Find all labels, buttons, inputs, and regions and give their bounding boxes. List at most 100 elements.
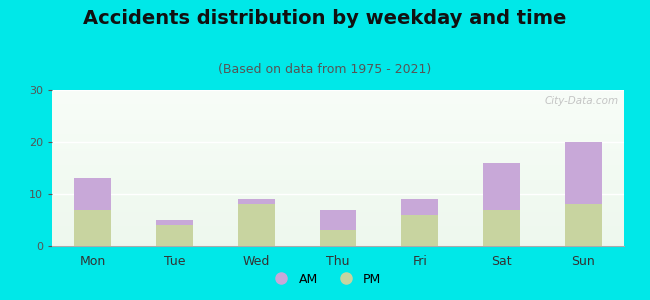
Bar (401, 199, 438, 215)
Bar (52, 95, 624, 96)
Text: (Based on data from 1975 - 2021): (Based on data from 1975 - 2021) (218, 63, 432, 76)
Bar (75, 210, 111, 246)
Bar (52, 98, 624, 99)
Bar (52, 212, 624, 213)
Bar (52, 116, 624, 118)
Bar (52, 142, 624, 143)
Bar (52, 162, 624, 163)
Bar (401, 215, 438, 246)
Bar (156, 220, 193, 225)
Bar (52, 152, 624, 154)
Bar (52, 184, 624, 185)
Bar (52, 221, 624, 223)
Bar (52, 118, 624, 120)
Bar (52, 176, 624, 177)
Bar (52, 93, 624, 95)
Text: Accidents distribution by weekday and time: Accidents distribution by weekday and ti… (83, 9, 567, 28)
Bar (52, 124, 624, 126)
Bar (52, 160, 624, 162)
Bar (75, 178, 111, 210)
Bar (52, 126, 624, 128)
Bar (52, 155, 624, 157)
Bar (52, 230, 624, 232)
Bar (52, 224, 624, 226)
Bar (52, 112, 624, 113)
Bar (565, 142, 601, 204)
Bar (238, 199, 275, 204)
Bar (52, 216, 624, 218)
Bar (52, 171, 624, 173)
Bar (52, 202, 624, 204)
Bar (320, 210, 356, 230)
Bar (52, 174, 624, 176)
Bar (52, 167, 624, 168)
Bar (52, 163, 624, 165)
Bar (52, 103, 624, 104)
Bar (52, 223, 624, 224)
Bar (565, 204, 601, 246)
Bar (52, 229, 624, 230)
Bar (52, 182, 624, 184)
Bar (52, 244, 624, 246)
Bar (52, 194, 624, 196)
Bar (320, 230, 356, 246)
Bar (52, 210, 624, 212)
Bar (52, 130, 624, 132)
Bar (52, 135, 624, 137)
Bar (52, 173, 624, 174)
Bar (52, 220, 624, 221)
Bar (52, 157, 624, 159)
Bar (52, 240, 624, 241)
Bar (52, 190, 624, 191)
Bar (52, 140, 624, 142)
Bar (52, 207, 624, 208)
Bar (52, 237, 624, 238)
Bar (156, 225, 193, 246)
Bar (483, 210, 520, 246)
Bar (52, 168, 624, 170)
Bar (52, 96, 624, 98)
Bar (52, 233, 624, 235)
Bar (52, 134, 624, 135)
Bar (52, 213, 624, 215)
Bar (52, 238, 624, 240)
Bar (52, 191, 624, 193)
Bar (52, 179, 624, 181)
Bar (52, 151, 624, 152)
Bar (52, 92, 624, 93)
Bar (52, 113, 624, 115)
Bar (52, 132, 624, 134)
Bar (52, 208, 624, 210)
Bar (52, 101, 624, 103)
Bar (52, 129, 624, 130)
Bar (52, 165, 624, 166)
Bar (52, 188, 624, 190)
Bar (52, 232, 624, 233)
Bar (52, 104, 624, 106)
Bar (52, 199, 624, 201)
Bar (52, 218, 624, 220)
Bar (52, 177, 624, 179)
Bar (52, 143, 624, 145)
Text: City-Data.com: City-Data.com (544, 96, 618, 106)
Bar (52, 137, 624, 138)
Bar (52, 120, 624, 121)
Bar (483, 163, 520, 210)
Bar (52, 226, 624, 227)
Bar (238, 204, 275, 246)
Bar (52, 198, 624, 199)
Bar (52, 193, 624, 194)
Bar (52, 146, 624, 148)
Bar (52, 215, 624, 216)
Bar (52, 115, 624, 116)
Bar (52, 149, 624, 151)
Bar (52, 123, 624, 124)
Bar (52, 110, 624, 112)
Bar (52, 204, 624, 206)
Bar (52, 185, 624, 187)
Bar (52, 148, 624, 149)
Bar (52, 227, 624, 229)
Bar (52, 138, 624, 140)
Bar (52, 90, 624, 92)
Bar (52, 109, 624, 110)
